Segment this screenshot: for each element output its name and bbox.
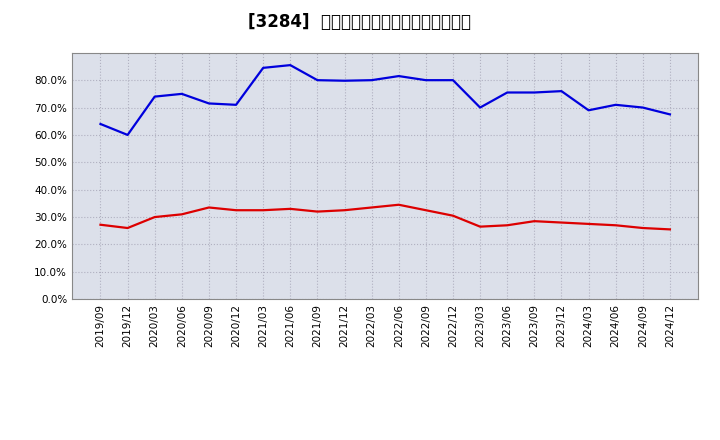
- 固定比率: [150, 94, 159, 99]
- 固定比率: [313, 77, 322, 83]
- 固定長期適合率: [665, 227, 674, 232]
- 固定比率: [665, 112, 674, 117]
- 固定長期適合率: [611, 223, 620, 228]
- 固定長期適合率: [123, 225, 132, 231]
- 固定長期適合率: [421, 208, 430, 213]
- 固定比率: [557, 88, 566, 94]
- 固定長期適合率: [313, 209, 322, 214]
- 固定長期適合率: [232, 208, 240, 213]
- 固定比率: [639, 105, 647, 110]
- 固定長期適合率: [530, 219, 539, 224]
- 固定比率: [395, 73, 403, 79]
- 固定長期適合率: [584, 221, 593, 227]
- 固定長期適合率: [96, 222, 105, 227]
- 固定比率: [123, 132, 132, 138]
- 固定比率: [611, 102, 620, 107]
- Text: [3284]  固定比率、固定長期適合率の推移: [3284] 固定比率、固定長期適合率の推移: [248, 13, 472, 31]
- 固定長期適合率: [395, 202, 403, 207]
- 固定長期適合率: [178, 212, 186, 217]
- 固定長期適合率: [557, 220, 566, 225]
- Legend: 固定比率, 固定長期適合率: 固定比率, 固定長期適合率: [284, 434, 486, 440]
- 固定比率: [96, 121, 105, 127]
- 固定比率: [503, 90, 511, 95]
- 固定長期適合率: [503, 223, 511, 228]
- 固定比率: [476, 105, 485, 110]
- 固定比率: [232, 102, 240, 107]
- 固定比率: [367, 77, 376, 83]
- 固定比率: [286, 62, 294, 68]
- 固定比率: [449, 77, 457, 83]
- Line: 固定比率: 固定比率: [101, 65, 670, 135]
- 固定長期適合率: [639, 225, 647, 231]
- 固定比率: [178, 91, 186, 96]
- 固定長期適合率: [367, 205, 376, 210]
- 固定比率: [530, 90, 539, 95]
- 固定長期適合率: [476, 224, 485, 229]
- 固定長期適合率: [204, 205, 213, 210]
- 固定比率: [584, 108, 593, 113]
- 固定長期適合率: [341, 208, 349, 213]
- Line: 固定長期適合率: 固定長期適合率: [101, 205, 670, 229]
- 固定長期適合率: [150, 214, 159, 220]
- 固定長期適合率: [259, 208, 268, 213]
- 固定比率: [204, 101, 213, 106]
- 固定比率: [421, 77, 430, 83]
- 固定比率: [341, 78, 349, 83]
- 固定長期適合率: [286, 206, 294, 212]
- 固定比率: [259, 65, 268, 70]
- 固定長期適合率: [449, 213, 457, 218]
